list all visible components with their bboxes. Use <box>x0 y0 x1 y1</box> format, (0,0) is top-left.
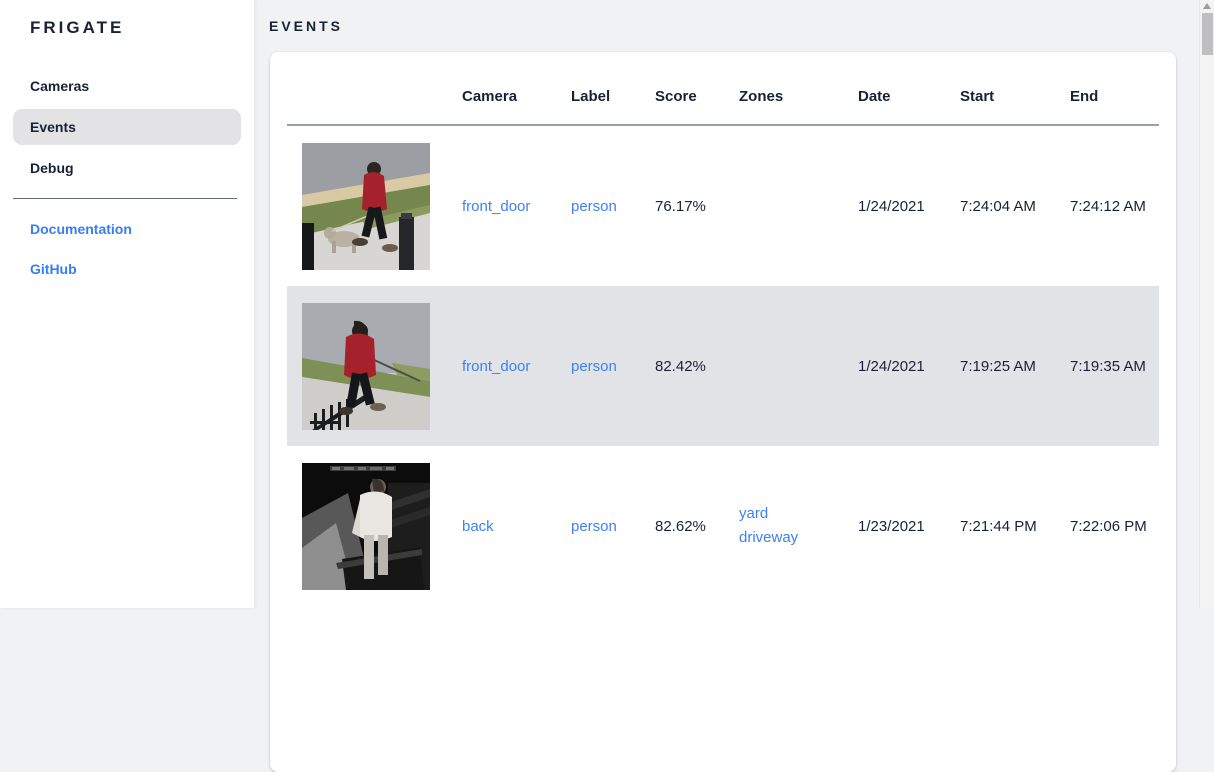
event-start-time: 7:24:04 AM <box>960 197 1036 215</box>
event-end-time: 7:22:06 PM <box>1070 517 1147 535</box>
event-end-time: 7:24:12 AM <box>1070 197 1146 215</box>
app-logo[interactable]: FRIGATE <box>30 18 125 37</box>
events-card: Camera Label Score Zones Date Start End <box>270 52 1176 772</box>
page-title: EVENTS <box>269 18 344 34</box>
column-header-date: Date <box>858 87 891 105</box>
event-zone-link[interactable]: driveway <box>739 529 799 546</box>
event-camera-link[interactable]: front_door <box>462 357 531 375</box>
event-score: 76.17% <box>655 197 706 215</box>
thumbnail-image-front-door-person-dog <box>302 142 430 270</box>
event-date: 1/24/2021 <box>858 357 925 375</box>
sidebar-item-label: Events <box>30 119 76 135</box>
vertical-scrollbar[interactable] <box>1199 0 1214 608</box>
column-header-score: Score <box>655 87 697 105</box>
sidebar-item-cameras[interactable]: Cameras <box>13 68 241 104</box>
sidebar-nav: Cameras Events Debug <box>0 68 254 186</box>
table-row-selected[interactable]: front_door person 82.42% 1/24/2021 7:19:… <box>287 286 1159 446</box>
event-end-time: 7:19:35 AM <box>1070 357 1146 375</box>
sidebar-link-documentation[interactable]: Documentation <box>30 221 132 237</box>
thumbnail-image-back-person-night <box>302 462 430 590</box>
event-thumbnail[interactable] <box>287 462 462 590</box>
sidebar-divider <box>13 198 237 199</box>
thumbnail-image-front-door-person-red-hoodie <box>302 302 430 430</box>
sidebar-item-events[interactable]: Events <box>13 109 241 145</box>
event-date: 1/23/2021 <box>858 517 925 535</box>
main-content: EVENTS Camera Label Score Zones Date Sta… <box>254 0 1199 772</box>
event-thumbnail[interactable] <box>287 142 462 270</box>
event-zones: yard driveway <box>739 502 858 550</box>
event-score: 82.62% <box>655 517 706 535</box>
sidebar: FRIGATE Cameras Events Debug Documentati… <box>0 0 254 608</box>
event-camera-link[interactable]: front_door <box>462 197 531 215</box>
event-zone-link[interactable]: yard <box>739 505 769 522</box>
column-header-zones: Zones <box>739 87 784 105</box>
event-camera-link[interactable]: back <box>462 517 494 535</box>
sidebar-item-label: Cameras <box>30 78 90 94</box>
sidebar-item-label: Debug <box>30 160 74 176</box>
table-row[interactable]: back person 82.62% yard driveway 1/23/20… <box>287 446 1159 606</box>
scrollbar-thumb[interactable] <box>1202 13 1213 55</box>
scrollbar-up-arrow-icon[interactable] <box>1203 3 1211 9</box>
event-date: 1/24/2021 <box>858 197 925 215</box>
column-header-end: End <box>1070 87 1099 105</box>
event-score: 82.42% <box>655 357 706 375</box>
sidebar-link-github[interactable]: GitHub <box>30 261 77 277</box>
event-start-time: 7:19:25 AM <box>960 357 1036 375</box>
event-label-link[interactable]: person <box>571 197 617 215</box>
event-start-time: 7:21:44 PM <box>960 517 1037 535</box>
event-thumbnail[interactable] <box>287 302 462 430</box>
table-row[interactable]: front_door person 76.17% 1/24/2021 7:24:… <box>287 126 1159 286</box>
table-header-row: Camera Label Score Zones Date Start End <box>287 68 1159 126</box>
sidebar-item-debug[interactable]: Debug <box>13 150 241 186</box>
column-header-camera: Camera <box>462 87 518 105</box>
column-header-start: Start <box>960 87 995 105</box>
event-label-link[interactable]: person <box>571 517 617 535</box>
event-label-link[interactable]: person <box>571 357 617 375</box>
column-header-label: Label <box>571 87 611 105</box>
